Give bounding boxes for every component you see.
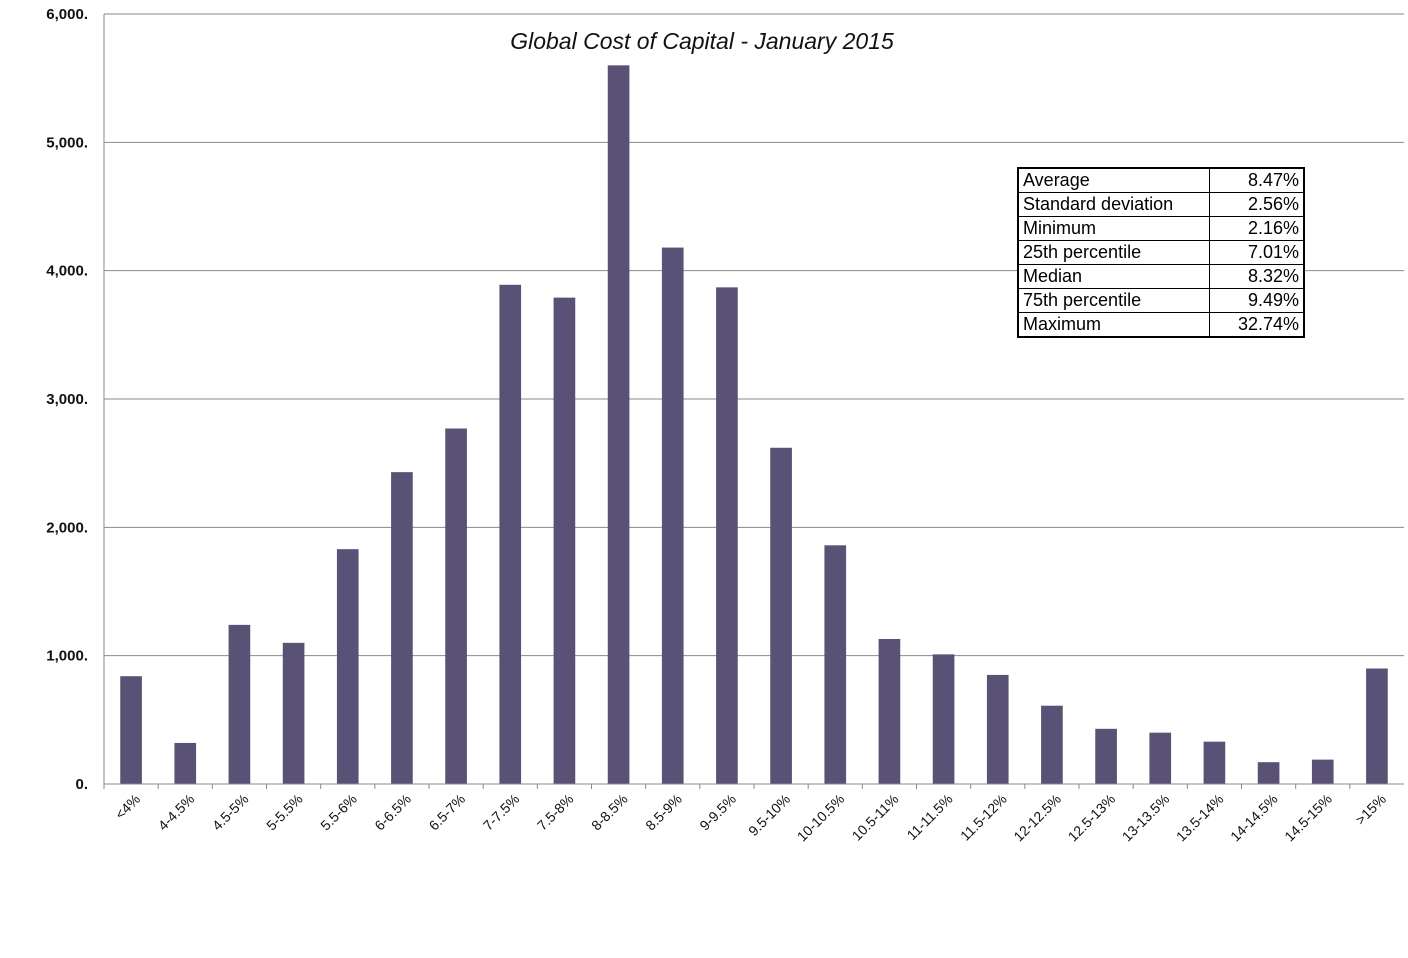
x-tick-label: <4%: [112, 791, 143, 822]
x-tick-label: 11.5-12%: [957, 791, 1010, 844]
y-tick-label: 2,000.: [46, 519, 88, 536]
stat-label: 25th percentile: [1017, 240, 1210, 265]
bar: [553, 297, 576, 784]
x-tick-label: 9-9.5%: [696, 791, 739, 834]
x-tick-label: 5-5.5%: [263, 791, 306, 834]
x-tick-label: 11-11.5%: [903, 791, 955, 843]
stat-label: Maximum: [1017, 312, 1210, 338]
stat-label: Median: [1017, 264, 1210, 289]
x-tick-label: 8-8.5%: [588, 791, 631, 834]
summary-statistics-table: Average 8.47% Standard deviation 2.56% Minim…: [1017, 167, 1305, 338]
stats-row: Maximum 32.74%: [1017, 312, 1305, 338]
x-tick-label: 10.5-11%: [849, 791, 902, 844]
stat-value: 7.01%: [1209, 240, 1305, 265]
stats-row: 75th percentile 9.49%: [1017, 288, 1305, 313]
x-tick-label: 13.5-14%: [1173, 791, 1227, 845]
bar: [228, 624, 251, 784]
stat-label: 75th percentile: [1017, 288, 1210, 313]
stat-label: Average: [1017, 167, 1210, 193]
stat-value: 2.16%: [1209, 216, 1305, 241]
x-tick-label: 10-10.5%: [794, 791, 848, 845]
x-tick-label: 4.5-5%: [209, 791, 252, 834]
x-tick-label: 7-7.5%: [480, 791, 523, 834]
stat-value: 9.49%: [1209, 288, 1305, 313]
stats-row: Median 8.32%: [1017, 264, 1305, 289]
bar: [1041, 705, 1063, 784]
bar: [716, 287, 738, 784]
x-tick-label: 13-13.5%: [1119, 791, 1173, 845]
bar: [1257, 762, 1280, 784]
bar: [499, 284, 522, 784]
x-tick-label: 5.5-6%: [317, 791, 360, 834]
bar: [1149, 732, 1172, 784]
y-tick-label: 4,000.: [46, 263, 88, 280]
x-tick-label: 4-4.5%: [155, 791, 198, 834]
stat-value: 8.47%: [1209, 167, 1305, 193]
bar: [1366, 668, 1388, 784]
bar: [120, 676, 142, 784]
y-tick-label: 0.: [75, 776, 88, 793]
bar: [1311, 759, 1334, 784]
stats-row: Minimum 2.16%: [1017, 216, 1305, 241]
stats-row: Standard deviation 2.56%: [1017, 192, 1305, 217]
x-tick-label: 9.5-10%: [745, 791, 793, 839]
stat-value: 32.74%: [1209, 312, 1305, 338]
bar: [878, 638, 901, 784]
x-tick-label: 7.5-8%: [534, 791, 577, 834]
bar: [770, 447, 792, 784]
y-tick-label: 1,000.: [46, 648, 88, 665]
bar: [1095, 728, 1117, 784]
x-tick-label: 6-6.5%: [371, 791, 414, 834]
bar: [445, 428, 467, 784]
chart-title: Global Cost of Capital - January 2015: [510, 28, 894, 54]
stats-row: Average 8.47%: [1017, 167, 1305, 193]
bar: [174, 742, 197, 784]
bar: [336, 549, 359, 784]
x-tick-label: >15%: [1352, 791, 1389, 828]
x-tick-label: 14.5-15%: [1281, 791, 1335, 845]
x-tick-label: 12-12.5%: [1010, 791, 1064, 845]
stat-value: 2.56%: [1209, 192, 1305, 217]
y-tick-label: 3,000.: [46, 391, 88, 408]
stat-label: Minimum: [1017, 216, 1210, 241]
bar: [282, 642, 305, 784]
bar: [1203, 741, 1226, 784]
bar: [824, 545, 847, 784]
bar: [661, 247, 684, 785]
bar: [607, 65, 630, 785]
stats-row: 25th percentile 7.01%: [1017, 240, 1305, 265]
bar: [932, 654, 955, 784]
stat-label: Standard deviation: [1017, 192, 1210, 217]
x-tick-label: 8.5-9%: [642, 791, 685, 834]
bar: [391, 472, 413, 784]
bar: [986, 674, 1009, 784]
y-tick-label: 5,000.: [46, 134, 88, 151]
stat-value: 8.32%: [1209, 264, 1305, 289]
x-tick-label: 12.5-13%: [1065, 791, 1119, 845]
y-tick-label: 6,000.: [46, 6, 88, 23]
x-tick-label: 6.5-7%: [426, 791, 469, 834]
x-tick-label: 14-14.5%: [1227, 791, 1281, 845]
